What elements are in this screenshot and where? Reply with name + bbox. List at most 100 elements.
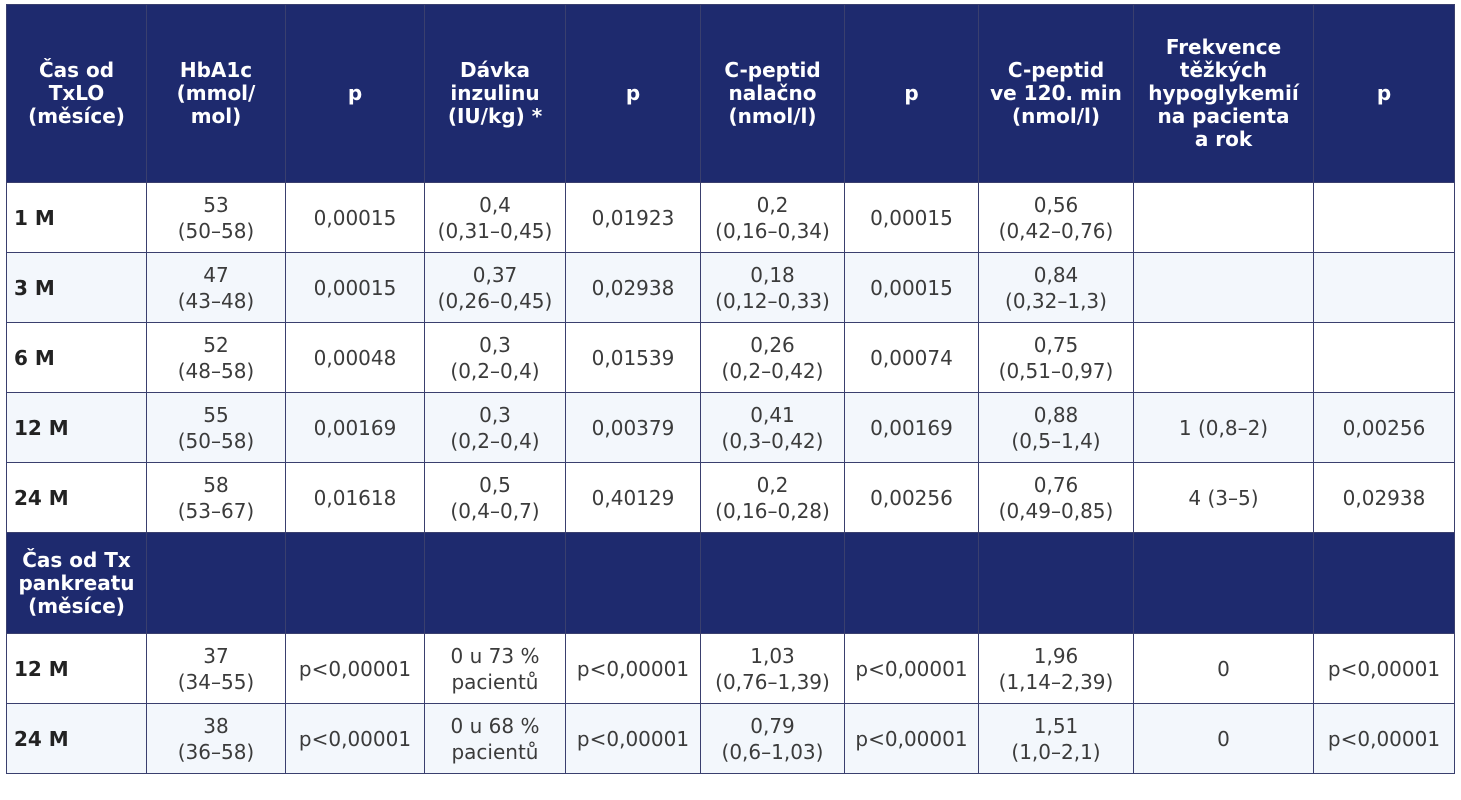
- cell-hypoglycemia: [1133, 182, 1314, 253]
- cell-p1: 0,01618: [285, 462, 425, 533]
- cell-p3: 0,00256: [844, 462, 979, 533]
- cell-insulin: 0 u 73 % pacientů: [424, 633, 566, 704]
- cell-cpeptide-fasting: 0,2 (0,16–0,34): [700, 182, 845, 253]
- cell-cpeptide-fasting-range: (0,16–0,34): [715, 218, 830, 243]
- cell-cpeptide-fasting-range: (0,76–1,39): [715, 669, 830, 694]
- cell-p3: p<0,00001: [844, 633, 979, 704]
- header-p3: p: [844, 4, 979, 183]
- header-hba1c: HbA1c (mmol/ mol): [146, 4, 286, 183]
- cell-insulin-range: (0,26–0,45): [437, 288, 553, 313]
- cell-p3: 0,00169: [844, 392, 979, 463]
- cell-p3: 0,00015: [844, 182, 979, 253]
- cell-insulin-value: 0,4: [479, 192, 511, 217]
- header-row: Čas od TxLO (měsíce) HbA1c (mmol/ mol) p…: [6, 4, 1455, 183]
- cell-cpeptide-120-value: 0,56: [1033, 192, 1079, 217]
- cell-cpeptide-fasting: 0,26 (0,2–0,42): [700, 322, 845, 393]
- cell-p2: 0,40129: [565, 462, 701, 533]
- cell-hba1c-range: (50–58): [177, 428, 255, 453]
- cell-hba1c-value: 47: [203, 262, 229, 287]
- header-p4: p: [1313, 4, 1455, 183]
- cell-insulin: 0,5 (0,4–0,7): [424, 462, 566, 533]
- cell-p1: 0,00048: [285, 322, 425, 393]
- cell-insulin: 0,3 (0,2–0,4): [424, 322, 566, 393]
- cell-p3: p<0,00001: [844, 703, 979, 774]
- cell-hba1c: 37 (34–55): [146, 633, 286, 704]
- cell-cpeptide-fasting-range: (0,2–0,42): [721, 358, 824, 383]
- cell-cpeptide-fasting: 0,18 (0,12–0,33): [700, 252, 845, 323]
- header-cpeptide-120: C-peptid ve 120. min (nmol/l): [978, 4, 1134, 183]
- header-time: Čas od TxLO (měsíce): [6, 4, 147, 183]
- cell-insulin-range: pacientů: [451, 669, 539, 694]
- table-row: 24 M 58 (53–67) 0,01618 0,5 (0,4–0,7) 0,40129 0…: [6, 462, 1455, 533]
- cell-p2: 0,01539: [565, 322, 701, 393]
- row-label: 24 M: [6, 462, 147, 533]
- cell-insulin-range: (0,31–0,45): [437, 218, 553, 243]
- header-cpeptide-fasting: C-peptid nalačno (nmol/l): [700, 4, 845, 183]
- cell-cpeptide-120-value: 0,84: [1033, 262, 1079, 287]
- cell-cpeptide-fasting: 0,79 (0,6–1,03): [700, 703, 845, 774]
- cell-hba1c-range: (43–48): [177, 288, 255, 313]
- section-header-row: Čas od Tx pankreatu (měsíce): [6, 532, 1455, 634]
- cell-cpeptide-120-range: (0,5–1,4): [1011, 428, 1101, 453]
- cell-insulin: 0,3 (0,2–0,4): [424, 392, 566, 463]
- cell-hba1c-value: 38: [203, 713, 229, 738]
- row-label: 3 M: [6, 252, 147, 323]
- cell-insulin-range: pacientů: [451, 739, 539, 764]
- cell-cpeptide-fasting-value: 0,26: [750, 332, 795, 357]
- cell-cpeptide-120-range: (0,42–0,76): [998, 218, 1114, 243]
- cell-p4: [1313, 182, 1455, 253]
- cell-hba1c: 47 (43–48): [146, 252, 286, 323]
- table-row: 12 M 37 (34–55) p<0,00001 0 u 73 % pacientů p<…: [6, 633, 1455, 704]
- cell-cpeptide-fasting-range: (0,16–0,28): [715, 498, 830, 523]
- cell-hypoglycemia: 1 (0,8–2): [1133, 392, 1314, 463]
- cell-cpeptide-120-value: 0,88: [1033, 402, 1079, 427]
- cell-hba1c-range: (48–58): [177, 358, 255, 383]
- section-header-cell: [285, 532, 425, 634]
- cell-cpeptide-120: 0,56 (0,42–0,76): [978, 182, 1134, 253]
- cell-hba1c-value: 52: [203, 332, 229, 357]
- cell-p3: 0,00015: [844, 252, 979, 323]
- section-header-cell: [424, 532, 566, 634]
- section-label-pancreas: Čas od Tx pankreatu (měsíce): [6, 532, 147, 634]
- cell-p2: 0,01923: [565, 182, 701, 253]
- cell-p4: 0,00256: [1313, 392, 1455, 463]
- section-header-cell: [1313, 532, 1455, 634]
- cell-p2: 0,00379: [565, 392, 701, 463]
- cell-p4: p<0,00001: [1313, 703, 1455, 774]
- cell-hypoglycemia: 0: [1133, 633, 1314, 704]
- cell-cpeptide-120-value: 1,51: [1033, 713, 1079, 738]
- cell-p1: 0,00015: [285, 252, 425, 323]
- cell-insulin-range: (0,4–0,7): [450, 498, 540, 523]
- cell-cpeptide-fasting-range: (0,12–0,33): [715, 288, 830, 313]
- cell-hba1c: 58 (53–67): [146, 462, 286, 533]
- table-row: 12 M 55 (50–58) 0,00169 0,3 (0,2–0,4) 0,00379 0…: [6, 392, 1455, 463]
- cell-cpeptide-120-range: (0,32–1,3): [1005, 288, 1107, 313]
- cell-p4: p<0,00001: [1313, 633, 1455, 704]
- cell-hba1c-value: 37: [203, 643, 229, 668]
- cell-hba1c-range: (50–58): [177, 218, 255, 243]
- cell-hba1c-range: (34–55): [177, 669, 255, 694]
- header-insulin: Dávka inzulinu (IU/kg) *: [424, 4, 566, 183]
- cell-cpeptide-120-value: 0,76: [1033, 472, 1079, 497]
- cell-cpeptide-120: 0,76 (0,49–0,85): [978, 462, 1134, 533]
- cell-cpeptide-120: 1,96 (1,14–2,39): [978, 633, 1134, 704]
- cell-cpeptide-120-range: (0,49–0,85): [998, 498, 1114, 523]
- cell-hypoglycemia: 4 (3–5): [1133, 462, 1314, 533]
- row-label: 12 M: [6, 392, 147, 463]
- cell-cpeptide-fasting-value: 1,03: [750, 643, 795, 668]
- section-header-cell: [1133, 532, 1314, 634]
- row-label: 1 M: [6, 182, 147, 253]
- cell-p4: [1313, 252, 1455, 323]
- cell-hba1c: 52 (48–58): [146, 322, 286, 393]
- section-header-cell: [978, 532, 1134, 634]
- cell-p1: 0,00015: [285, 182, 425, 253]
- cell-cpeptide-fasting: 0,2 (0,16–0,28): [700, 462, 845, 533]
- cell-p1: p<0,00001: [285, 703, 425, 774]
- cell-cpeptide-120: 0,88 (0,5–1,4): [978, 392, 1134, 463]
- cell-cpeptide-fasting-value: 0,18: [750, 262, 795, 287]
- cell-cpeptide-120: 0,75 (0,51–0,97): [978, 322, 1134, 393]
- cell-hba1c-range: (53–67): [177, 498, 255, 523]
- cell-cpeptide-fasting-value: 0,79: [750, 713, 795, 738]
- cell-insulin-value: 0,3: [479, 332, 511, 357]
- cell-cpeptide-fasting-value: 0,2: [756, 192, 789, 217]
